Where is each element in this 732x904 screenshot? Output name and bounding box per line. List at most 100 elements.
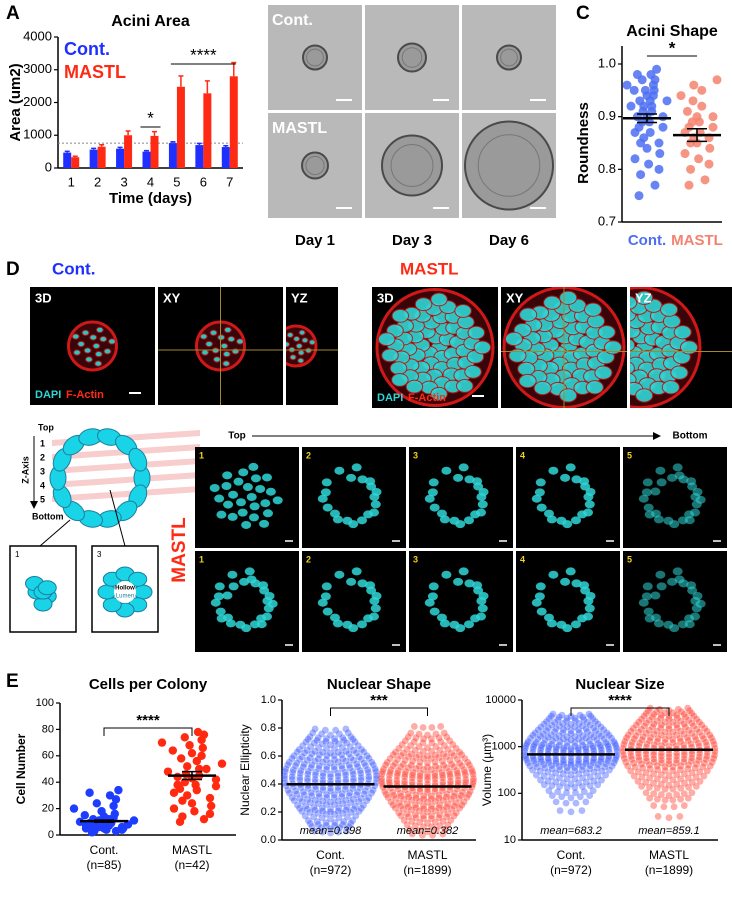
data-point xyxy=(69,804,79,813)
swarm-dot xyxy=(347,733,355,741)
data-point xyxy=(97,807,106,816)
swarm-dot xyxy=(432,743,440,750)
swarm-dot xyxy=(669,796,677,804)
nucleus xyxy=(262,509,273,518)
swarm-dot xyxy=(313,736,321,744)
swarm-dot xyxy=(427,805,435,813)
swarm-dot xyxy=(381,788,389,795)
swarm-dot xyxy=(404,790,412,798)
swarm-dot xyxy=(592,727,599,735)
swarm-dot xyxy=(692,773,700,781)
swarm-dot xyxy=(545,742,553,750)
nucleus xyxy=(586,314,606,329)
nucleus xyxy=(99,335,108,343)
swarm-dot xyxy=(379,768,386,776)
swarm-row xyxy=(389,801,466,813)
nucleus xyxy=(249,502,260,511)
label: MASTL xyxy=(272,120,327,137)
swarm-dot xyxy=(572,799,580,807)
swarm-dot xyxy=(397,812,405,820)
swarm-dot xyxy=(688,789,696,797)
label: Cont. xyxy=(52,259,95,278)
swarm-dot xyxy=(677,795,685,803)
data-point xyxy=(697,85,707,95)
swarm-row xyxy=(529,766,613,779)
swarm-dot xyxy=(424,731,431,739)
nucleus xyxy=(77,340,86,348)
nucleus xyxy=(371,592,382,601)
swarm-dot xyxy=(680,730,688,738)
swarm-dot xyxy=(537,755,545,763)
swarm-dot xyxy=(349,768,357,775)
data-point xyxy=(676,91,686,101)
swarm-row xyxy=(523,740,619,753)
swarm-dot xyxy=(522,754,530,761)
swarm-dot xyxy=(605,743,612,751)
swarm-dot xyxy=(665,732,673,740)
swarm-dot xyxy=(583,728,591,736)
swarm-dot xyxy=(311,725,319,733)
swarm-dot xyxy=(537,723,545,731)
nucleus xyxy=(214,494,225,503)
swarm-dot xyxy=(420,802,427,810)
swarm-row xyxy=(306,733,355,743)
swarm-dot xyxy=(634,768,642,776)
swarm-dot xyxy=(393,779,401,787)
swarm-dot xyxy=(533,763,541,771)
nucleus xyxy=(534,488,545,497)
nucleus xyxy=(332,515,343,524)
swarm-dot xyxy=(288,776,296,783)
swarm-dot xyxy=(552,745,560,753)
swarm-dot xyxy=(661,736,669,743)
swarm-dot xyxy=(458,801,466,809)
swarm-dot xyxy=(448,805,456,813)
swarm-dot xyxy=(462,771,469,779)
swarm-dot xyxy=(311,771,319,779)
swarm-dot xyxy=(541,764,549,772)
nucleus xyxy=(334,570,345,579)
acinus-inner xyxy=(500,48,518,67)
swarm-dot xyxy=(613,751,621,759)
swarm-dot xyxy=(313,818,321,826)
nucleus xyxy=(453,473,464,482)
label: Top xyxy=(228,431,246,442)
swarm-dot xyxy=(635,718,643,726)
nucleus xyxy=(457,315,475,330)
nucleus xyxy=(686,477,697,486)
swarm-dot xyxy=(355,798,363,806)
swarm-dot xyxy=(657,724,665,732)
swarm-dot xyxy=(556,722,563,730)
swarm-dot xyxy=(331,735,338,743)
swarm-dot xyxy=(378,775,385,782)
data-point xyxy=(92,799,102,808)
swarm-dot xyxy=(665,760,673,768)
swarm-dot xyxy=(548,773,556,781)
swarm-dot xyxy=(567,730,575,738)
swarm-row xyxy=(304,735,357,745)
swarm-dot xyxy=(382,791,390,798)
swarm-dot xyxy=(431,797,439,805)
swarm-dot xyxy=(295,746,303,753)
nucleus xyxy=(504,331,524,347)
swarm-dot xyxy=(432,807,439,815)
nucleus xyxy=(695,599,706,608)
swarm-dot xyxy=(556,766,564,774)
swarm-dot xyxy=(334,776,342,784)
nucleus xyxy=(679,340,699,355)
nucleus xyxy=(246,493,257,501)
swarm-dot xyxy=(322,819,330,827)
swarm-dot xyxy=(567,759,575,767)
nucleus xyxy=(261,473,272,482)
swarm-dot xyxy=(331,810,338,818)
swarm-dot xyxy=(338,762,346,770)
swarm-dot xyxy=(604,757,612,765)
swarm-dot xyxy=(521,751,529,759)
nucleus xyxy=(536,607,547,616)
nucleus xyxy=(458,463,469,472)
nucleus xyxy=(221,481,232,490)
swarm-dot xyxy=(530,757,538,765)
x-tick-label: Cont. xyxy=(90,843,119,857)
swarm-dot xyxy=(521,745,529,752)
swarm-dot xyxy=(450,792,458,800)
data-point xyxy=(705,143,715,153)
